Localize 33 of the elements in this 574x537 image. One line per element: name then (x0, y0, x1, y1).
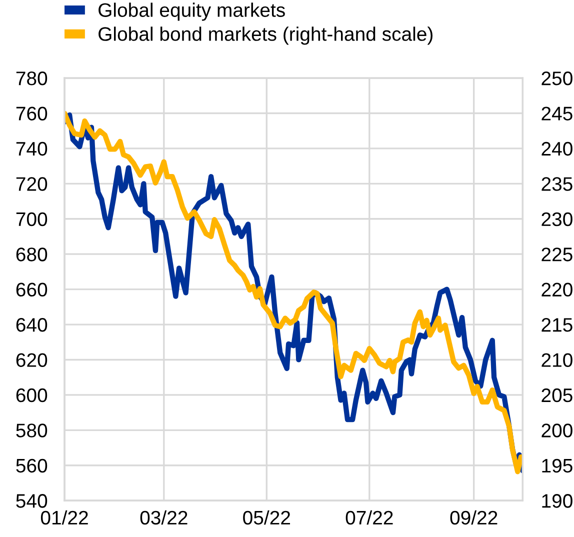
x-tick-label: 01/22 (40, 510, 88, 525)
y-tick-label: 740 (16, 142, 48, 156)
y-tick-label: 560 (16, 458, 48, 473)
y-tick-label: 680 (16, 248, 48, 262)
y2-tick-label: 200 (542, 424, 572, 438)
x-tick-label: 03/22 (140, 510, 188, 525)
y2-tick-label: 210 (542, 353, 572, 367)
y2-tick-label: 240 (542, 142, 572, 156)
y2-tick-label: 190 (542, 494, 572, 508)
y2-tick-label: 245 (542, 106, 572, 120)
legend-label: Global equity markets (98, 2, 285, 21)
y-tick-label: 640 (16, 318, 48, 332)
x-tick-label: 05/22 (243, 510, 290, 525)
y-tick-label: 620 (16, 353, 48, 367)
y2-tick-label: 205 (542, 388, 572, 402)
y-tick-label: 580 (16, 424, 48, 438)
y2-tick-label: 195 (542, 458, 572, 473)
x-tick-label: 07/22 (346, 510, 393, 525)
y-tick-label: 600 (16, 388, 48, 402)
y2-tick-label: 215 (542, 318, 572, 332)
legend-label: Global bond markets (right-hand scale) (98, 26, 432, 45)
y2-tick-label: 235 (542, 177, 572, 191)
y-tick-label: 700 (16, 212, 48, 226)
y-tick-label: 760 (16, 106, 48, 120)
y-tick-label: 540 (16, 494, 48, 508)
y2-tick-label: 250 (542, 71, 572, 86)
y-tick-label: 720 (16, 177, 48, 191)
x-tick-label: 09/22 (450, 510, 498, 525)
y2-tick-label: 225 (542, 248, 572, 262)
y-tick-label: 660 (16, 282, 48, 297)
y2-tick-label: 230 (542, 212, 572, 226)
y2-tick-label: 220 (542, 282, 572, 297)
y-tick-label: 780 (16, 71, 48, 86)
